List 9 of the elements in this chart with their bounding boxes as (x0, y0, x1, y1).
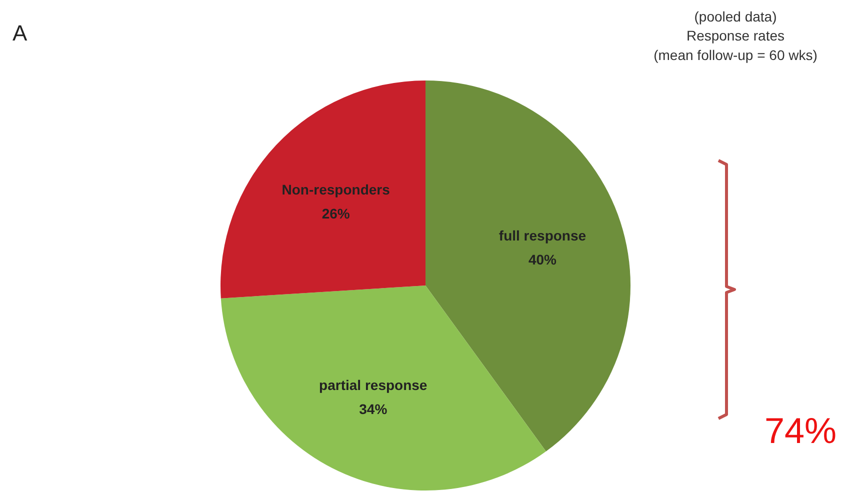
slice-label: full response (498, 227, 586, 244)
slice-label: Non-responders (282, 181, 390, 198)
slice-label: partial response (319, 376, 428, 393)
data-label: 40% (528, 251, 558, 268)
text: A (12, 20, 28, 46)
text: (pooled data) Response rates (mean follow-up = 60 wks) (654, 8, 818, 63)
data-label: 34% (359, 400, 388, 417)
text: 74% (764, 410, 837, 451)
data-label: 26% (322, 205, 350, 222)
